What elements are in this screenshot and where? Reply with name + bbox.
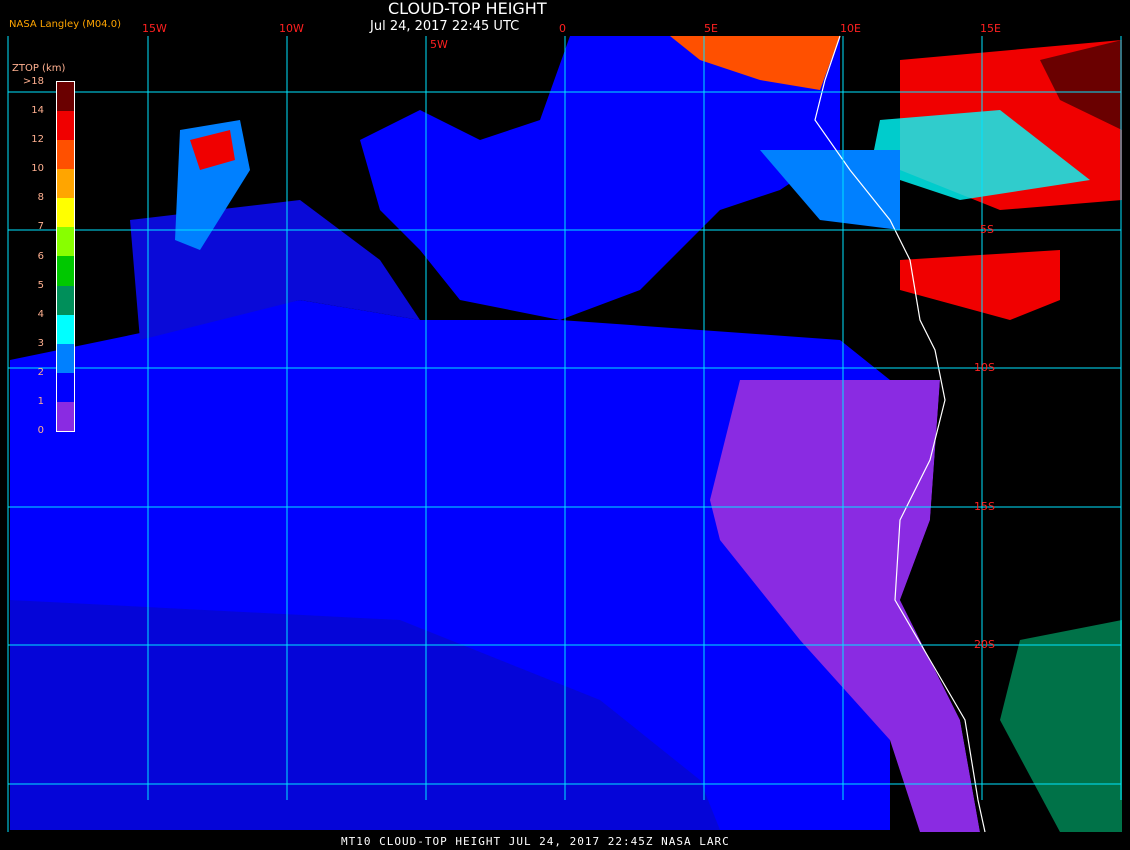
legend-swatch — [57, 227, 74, 257]
high-cloud-areas — [175, 36, 1122, 832]
lon-label: 5W — [430, 38, 448, 51]
legend-title: ZTOP (km) — [12, 63, 66, 74]
legend-tick-label: 8 — [37, 192, 44, 204]
legend-tick-label: 6 — [37, 250, 44, 262]
lat-label: 15S — [974, 500, 995, 513]
legend-swatch — [57, 314, 74, 344]
legend-tick-label: >18 — [22, 76, 44, 87]
lat-label: 20S — [974, 638, 995, 651]
legend-swatch — [57, 401, 74, 431]
coastline — [814, 35, 986, 833]
lat-lon-grid — [7, 36, 1122, 832]
lon-label: 0 — [559, 22, 566, 35]
land-area — [840, 36, 1122, 832]
lon-label: 10E — [840, 22, 861, 35]
legend-swatch — [57, 140, 74, 170]
legend-swatch — [57, 82, 74, 112]
legend-swatch — [57, 169, 74, 199]
lon-label: 10W — [279, 22, 304, 35]
lon-label: 15E — [980, 22, 1001, 35]
legend-swatch — [57, 256, 74, 286]
legend-tick-label: 0 — [37, 425, 44, 436]
legend-tick-label: 5 — [37, 279, 44, 291]
legend-tick-label: 1 — [37, 395, 44, 407]
legend-swatch — [57, 372, 74, 402]
map-title: CLOUD-TOP HEIGHT — [388, 0, 547, 18]
color-legend — [56, 81, 75, 432]
legend-tick-label: 12 — [31, 134, 44, 146]
lat-label: 10S — [974, 361, 995, 374]
legend-tick-label: 10 — [31, 163, 44, 175]
source-label: NASA Langley (M04.0) — [9, 19, 121, 30]
legend-tick-label: 2 — [37, 366, 44, 378]
legend-tick-label: 7 — [37, 221, 44, 233]
map-datetime: Jul 24, 2017 22:45 UTC — [370, 19, 520, 34]
legend-tick-label: 3 — [37, 337, 44, 349]
legend-swatch — [57, 198, 74, 228]
legend-swatch — [57, 343, 74, 373]
low-cloud-field — [10, 36, 980, 832]
lat-label: 5S — [980, 223, 994, 236]
lon-label: 15W — [142, 22, 167, 35]
lon-label: 5E — [704, 22, 718, 35]
legend-tick-label: 4 — [37, 308, 44, 320]
footer-caption: MT10 CLOUD-TOP HEIGHT JUL 24, 2017 22:45… — [341, 835, 730, 848]
legend-swatch — [57, 111, 74, 141]
legend-swatch — [57, 285, 74, 315]
legend-tick-label: 14 — [31, 105, 44, 117]
